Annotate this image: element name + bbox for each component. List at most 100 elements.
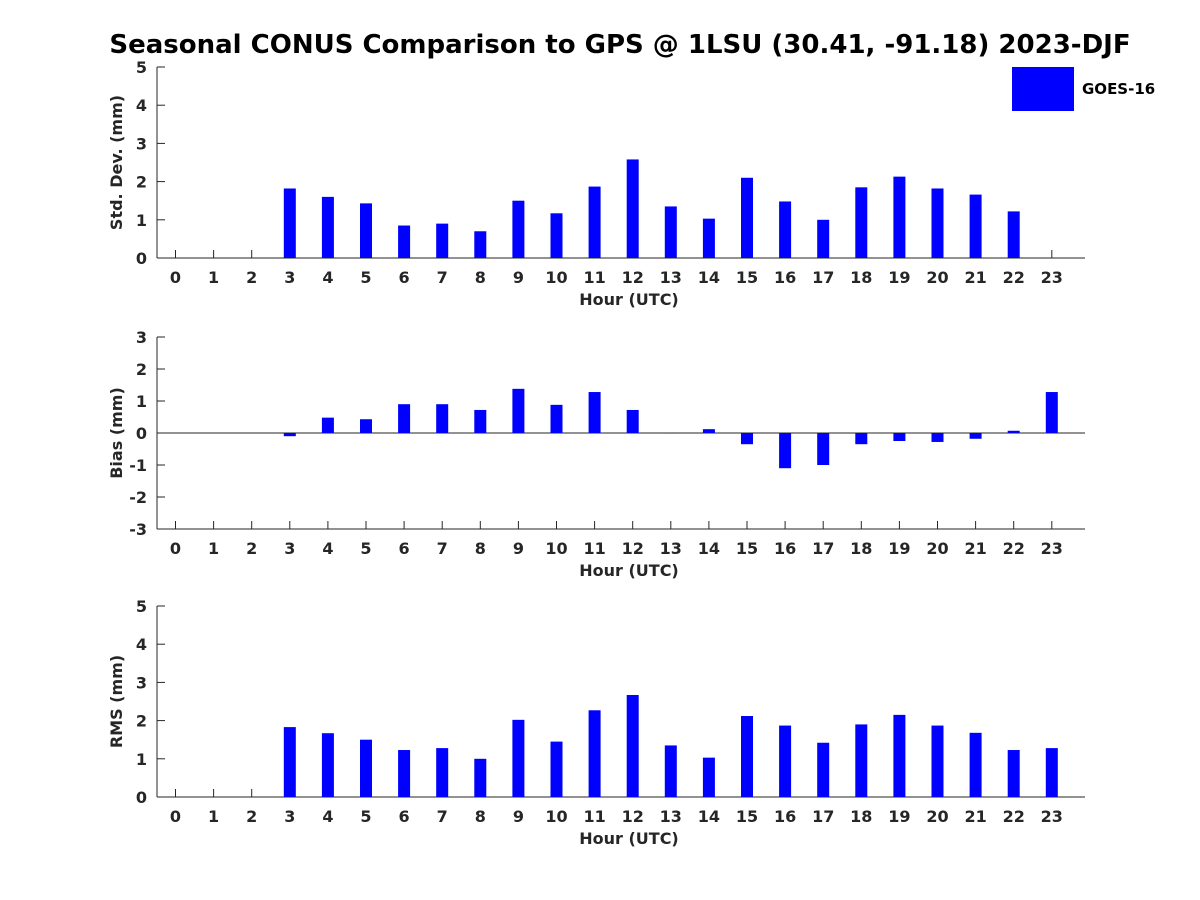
panel2-bar-hour-5 bbox=[360, 419, 372, 433]
panel2-bar-hour-18 bbox=[855, 433, 868, 445]
panel2-x-tick-label: 7 bbox=[437, 539, 448, 558]
panel3-bar-hour-10 bbox=[550, 741, 563, 797]
panel2-y-tick-label: 3 bbox=[136, 328, 147, 347]
panel2-x-tick-label: 16 bbox=[774, 539, 796, 558]
panel3-x-tick-label: 18 bbox=[850, 807, 872, 826]
panel3-bar-hour-5 bbox=[360, 739, 372, 797]
panel3-x-tick-label: 9 bbox=[513, 807, 524, 826]
panel2-bar-hour-7 bbox=[436, 404, 449, 433]
panel3-bar-hour-8 bbox=[474, 758, 487, 797]
panel1-x-tick-label: 10 bbox=[545, 268, 567, 287]
panel1-x-tick-label: 6 bbox=[399, 268, 410, 287]
panel2-x-tick-label: 9 bbox=[513, 539, 524, 558]
legend-label: GOES-16 bbox=[1082, 80, 1156, 98]
panel3-x-tick-label: 19 bbox=[888, 807, 910, 826]
panel3-bar-hour-4 bbox=[321, 733, 334, 797]
legend: GOES-16 bbox=[1012, 67, 1155, 111]
panel1-bar-hour-9 bbox=[512, 200, 525, 258]
panel3-bar-hour-21 bbox=[969, 732, 982, 797]
panel1-bar-hour-17 bbox=[817, 219, 830, 258]
panel2-bar-hour-3 bbox=[283, 433, 296, 437]
panel3-y-axis-label: RMS (mm) bbox=[107, 655, 126, 748]
panel2-x-tick-label: 13 bbox=[660, 539, 682, 558]
panel3-y-tick-label: 1 bbox=[136, 750, 147, 769]
panel3-bar-hour-15 bbox=[741, 716, 753, 797]
panel1-bar-hour-12 bbox=[626, 159, 639, 258]
panel3-x-tick-label: 12 bbox=[622, 807, 644, 826]
panel3-x-tick-label: 7 bbox=[437, 807, 448, 826]
panel1-x-tick-label: 13 bbox=[660, 268, 682, 287]
panel2-x-tick-label: 19 bbox=[888, 539, 910, 558]
panel2-x-tick-label: 10 bbox=[545, 539, 567, 558]
panel2-x-axis-label: Hour (UTC) bbox=[579, 561, 679, 580]
panel3-x-tick-label: 0 bbox=[170, 807, 181, 826]
panel1-x-tick-label: 8 bbox=[475, 268, 486, 287]
panel1-bar-hour-6 bbox=[398, 225, 411, 258]
panel1-x-tick-label: 21 bbox=[964, 268, 986, 287]
panel2-x-tick-label: 15 bbox=[736, 539, 758, 558]
panel2-bar-hour-12 bbox=[626, 409, 639, 433]
panel3-bar-hour-9 bbox=[512, 719, 525, 797]
panel2-x-tick-label: 22 bbox=[1003, 539, 1025, 558]
panel1-x-tick-label: 1 bbox=[208, 268, 219, 287]
panel3-x-tick-label: 21 bbox=[964, 807, 986, 826]
panel3-bar-hour-6 bbox=[398, 750, 411, 797]
panel2-bar-hour-16 bbox=[779, 433, 792, 469]
panel1-x-tick-label: 11 bbox=[583, 268, 605, 287]
panel3-bar-hour-23 bbox=[1045, 748, 1058, 797]
panel3-bar-hour-20 bbox=[931, 725, 944, 797]
panel1-y-tick-label: 1 bbox=[136, 211, 147, 230]
panel2-y-tick-label: -1 bbox=[129, 456, 147, 475]
panel2-bar-hour-8 bbox=[474, 409, 487, 433]
panel3-x-tick-label: 23 bbox=[1041, 807, 1063, 826]
panel3-x-tick-label: 11 bbox=[583, 807, 605, 826]
panel1-y-tick-label: 3 bbox=[136, 134, 147, 153]
panel3-x-tick-label: 6 bbox=[399, 807, 410, 826]
panel3-x-tick-label: 13 bbox=[660, 807, 682, 826]
panel1-bar-hour-22 bbox=[1007, 211, 1020, 258]
panel1-y-tick-label: 4 bbox=[136, 96, 147, 115]
panel3-bar-hour-14 bbox=[702, 757, 715, 797]
panel2-x-tick-label: 12 bbox=[622, 539, 644, 558]
panel3-x-tick-label: 17 bbox=[812, 807, 834, 826]
panel1-x-tick-label: 5 bbox=[360, 268, 371, 287]
panel2-bar-hour-15 bbox=[741, 433, 753, 445]
panel1-x-tick-label: 20 bbox=[926, 268, 948, 287]
panel2-x-tick-label: 18 bbox=[850, 539, 872, 558]
panel3-x-tick-label: 4 bbox=[322, 807, 333, 826]
panel1-x-tick-label: 3 bbox=[284, 268, 295, 287]
panel3-y-tick-label: 5 bbox=[136, 597, 147, 616]
panel3-y-tick-label: 2 bbox=[136, 712, 147, 731]
panel2-y-tick-label: 2 bbox=[136, 360, 147, 379]
panel1-bar-hour-16 bbox=[779, 201, 792, 258]
panel3-x-tick-label: 5 bbox=[360, 807, 371, 826]
panel2-bar-hour-11 bbox=[588, 392, 601, 433]
panel2-bar-hour-9 bbox=[512, 388, 525, 433]
panel2-bar-hour-4 bbox=[321, 417, 334, 433]
panel2-x-tick-label: 2 bbox=[246, 539, 257, 558]
panel2-x-tick-label: 6 bbox=[399, 539, 410, 558]
legend-swatch bbox=[1012, 67, 1074, 111]
panel1-x-tick-label: 2 bbox=[246, 268, 257, 287]
panel3-bar-hour-13 bbox=[664, 745, 677, 797]
panel3-x-tick-label: 15 bbox=[736, 807, 758, 826]
panel2-x-tick-label: 14 bbox=[698, 539, 720, 558]
panel2-x-tick-label: 0 bbox=[170, 539, 181, 558]
panel1-x-tick-label: 22 bbox=[1003, 268, 1025, 287]
panel1-bar-hour-15 bbox=[741, 177, 753, 258]
panel3-y-tick-label: 4 bbox=[136, 635, 147, 654]
panel2-x-tick-label: 21 bbox=[964, 539, 986, 558]
panel1-x-tick-label: 19 bbox=[888, 268, 910, 287]
panel3-x-tick-label: 1 bbox=[208, 807, 219, 826]
panel3-x-tick-label: 20 bbox=[926, 807, 948, 826]
panel3-x-tick-label: 22 bbox=[1003, 807, 1025, 826]
figure-title: Seasonal CONUS Comparison to GPS @ 1LSU … bbox=[109, 30, 1131, 60]
panel3-bar-hour-16 bbox=[779, 725, 792, 797]
panel3-y-tick-label: 3 bbox=[136, 673, 147, 692]
panel2-x-tick-label: 20 bbox=[926, 539, 948, 558]
panel3-x-tick-label: 10 bbox=[545, 807, 567, 826]
panel1-bar-hour-18 bbox=[855, 187, 868, 258]
panel3-x-axis-label: Hour (UTC) bbox=[579, 829, 679, 848]
panel1-bar-hour-4 bbox=[321, 196, 334, 258]
panel3-bar-hour-11 bbox=[588, 710, 601, 797]
